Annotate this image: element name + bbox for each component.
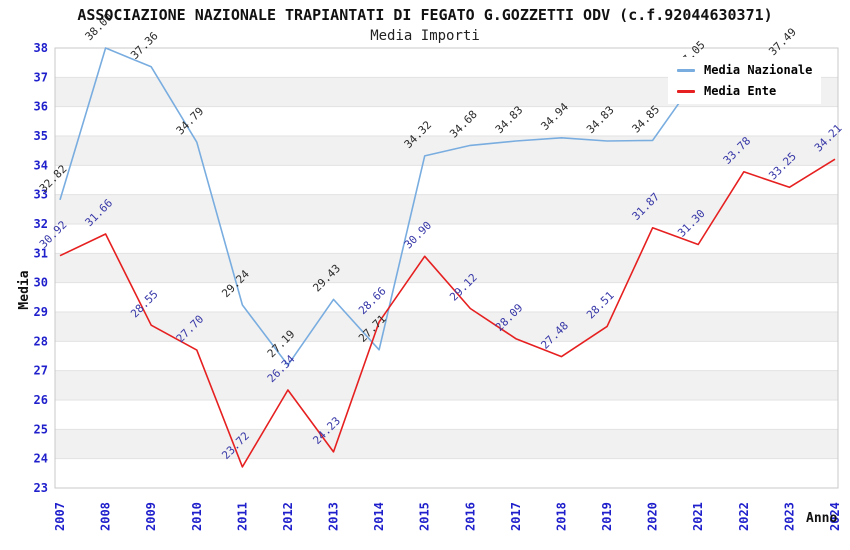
y-tick-label: 34 <box>34 158 48 172</box>
y-tick-label: 29 <box>34 305 48 319</box>
y-tick-label: 23 <box>34 481 48 495</box>
plot-border <box>54 47 839 489</box>
y-tick-label: 36 <box>34 100 48 114</box>
x-tick-label: 2017 <box>509 502 523 531</box>
x-tick-label: 2022 <box>737 502 751 531</box>
legend-swatch-nazionale-icon <box>677 68 695 72</box>
x-tick-label: 2024 <box>828 502 842 531</box>
x-tick-label: 2019 <box>600 502 614 531</box>
chart-title: ASSOCIAZIONE NAZIONALE TRAPIANTATI DI FE… <box>77 6 773 24</box>
series-media-ente <box>59 158 836 468</box>
y-axis-title: Media <box>17 270 32 309</box>
legend: Media Nazionale Media Ente <box>668 57 822 104</box>
legend-label-ente: Media Ente <box>704 84 777 98</box>
y-tick-label: 28 <box>34 334 48 348</box>
y-tick-label: 26 <box>34 393 48 407</box>
y-tick-label: 31 <box>34 246 48 260</box>
x-tick-label: 2011 <box>235 502 249 531</box>
x-tick-label: 2012 <box>281 502 295 531</box>
x-tick-label: 2014 <box>372 502 386 531</box>
x-tick-label: 2007 <box>53 502 67 531</box>
series-lines <box>59 47 836 468</box>
chart-subtitle: Media Importi <box>370 28 480 44</box>
plot-bands <box>55 48 838 488</box>
series-media-nazionale <box>59 47 790 366</box>
x-tick-label: 2008 <box>99 502 113 531</box>
legend-label-nazionale: Media Nazionale <box>704 63 813 77</box>
legend-item-media-nazionale: Media Nazionale <box>677 63 812 77</box>
y-tick-label: 32 <box>34 217 48 231</box>
x-tick-label: 2018 <box>554 502 568 531</box>
x-tick-label: 2010 <box>190 502 204 531</box>
y-tick-label: 37 <box>34 70 48 84</box>
x-tick-label: 2020 <box>646 502 660 531</box>
y-tick-label: 30 <box>34 276 48 290</box>
y-axis-ticks: 23 24 25 26 27 28 29 30 31 32 33 34 35 36 37 38 <box>34 41 48 495</box>
x-axis-title: Anno <box>806 511 837 526</box>
legend-item-media-ente: Media Ente <box>677 84 812 98</box>
y-tick-label: 33 <box>34 188 48 202</box>
legend-swatch-ente-icon <box>677 89 695 93</box>
y-tick-label: 35 <box>34 129 48 143</box>
y-tick-label: 38 <box>34 41 48 55</box>
x-axis-ticks: 2007 2008 2009 2010 2011 2012 2013 2014 2015 2016… <box>53 502 842 531</box>
x-tick-label: 2023 <box>782 502 796 531</box>
x-tick-label: 2015 <box>418 502 432 531</box>
x-tick-label: 2016 <box>463 502 477 531</box>
y-tick-label: 24 <box>34 452 48 466</box>
x-tick-label: 2021 <box>691 502 705 531</box>
y-tick-label: 27 <box>34 364 48 378</box>
x-tick-label: 2009 <box>144 502 158 531</box>
y-tick-label: 25 <box>34 422 48 436</box>
x-tick-label: 2013 <box>327 502 341 531</box>
